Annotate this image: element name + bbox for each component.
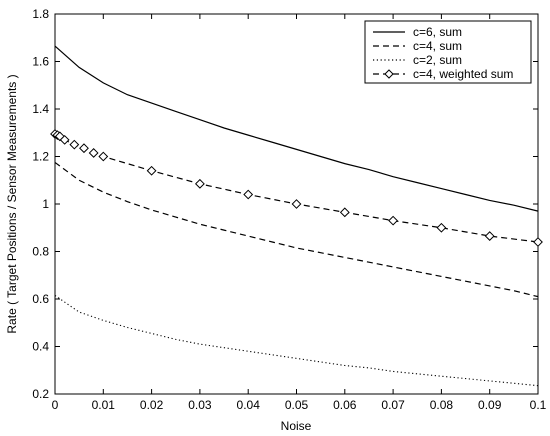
series-line [54,45,539,212]
x-tick-label: 0.03 [188,398,212,412]
legend-marker [384,69,394,79]
data-point [98,151,109,162]
data-point [79,143,89,154]
legend-item: c=6, sum [373,25,462,39]
legend-item: c=4, sum [373,39,462,53]
y-tick-label: 0.6 [32,292,49,306]
legend-label: c=6, sum [413,25,462,39]
x-tick-label: 0.05 [285,398,309,412]
legend-item: c=4, weighted sum [373,67,513,81]
legend-label: c=2, sum [413,53,462,67]
x-axis-label: Noise [281,419,312,433]
x-tick-label: 0.09 [478,398,502,412]
series-0 [54,45,539,212]
data-point [69,139,80,150]
x-tick-label: 0.04 [237,398,261,412]
y-tick-label: 1.6 [32,55,49,69]
x-tick-label: 0.07 [381,398,405,412]
y-tick-label: 1 [42,197,49,211]
data-point [146,165,157,176]
series-2 [54,294,539,387]
legend-box [364,20,532,84]
data-point [291,199,302,209]
x-tick-label: 0 [52,398,59,412]
data-point [59,134,70,145]
x-tick-label: 0.08 [430,398,454,412]
y-tick-label: 0.8 [32,245,49,259]
x-tick-label: 0.06 [333,398,357,412]
data-point [339,207,350,218]
y-tick-label: 0.4 [32,340,49,354]
y-tick-label: 1.4 [32,102,49,116]
y-tick-label: 0.2 [32,387,49,401]
data-point [88,148,99,158]
series-3 [50,129,543,247]
x-tick-label: 0.01 [92,398,116,412]
data-point [436,222,447,233]
data-point [194,178,205,189]
data-point [243,189,254,200]
y-tick-label: 1.2 [32,150,49,164]
series-layer [50,45,543,387]
data-point [533,237,543,247]
legend-label: c=4, weighted sum [413,67,513,81]
data-point [388,215,399,226]
x-tick-label: 0.1 [530,398,547,412]
data-point [484,231,495,241]
legend-item: c=2, sum [373,53,462,67]
series-line [54,294,539,387]
y-tick-label: 1.8 [32,7,49,21]
y-axis-label: Rate ( Target Positions / Sensor Measure… [5,74,19,333]
series-1 [54,161,539,298]
x-tick-label: 0.02 [140,398,164,412]
series-line [54,161,539,298]
axis-ticks: 0 0.01 0.02 0.03 0.04 0.05 0.06 0.07 0.08 0.09 0.1… [32,7,546,412]
legend-label: c=4, sum [413,39,462,53]
